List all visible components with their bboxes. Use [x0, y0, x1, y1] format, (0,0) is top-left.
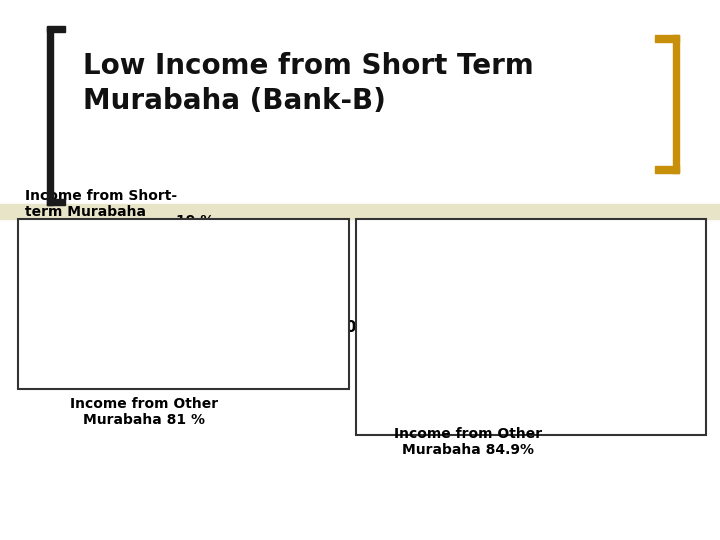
Text: Income from Short-
term Murabaha: Income from Short- term Murabaha	[25, 188, 177, 219]
Text: Income from
Short-term
Murabaha: Income from Short-term Murabaha	[552, 235, 651, 282]
Text: 19 %: 19 %	[176, 213, 214, 227]
Text: 2002: 2002	[59, 289, 102, 305]
Text: Low Income from Short Term
Murabaha (Bank-B): Low Income from Short Term Murabaha (Ban…	[83, 52, 534, 115]
Wedge shape	[413, 313, 486, 379]
Text: Income from Other
Murabaha 81 %: Income from Other Murabaha 81 %	[70, 397, 218, 427]
Text: Income from Other
Murabaha 84.9%: Income from Other Murabaha 84.9%	[394, 427, 542, 457]
Wedge shape	[131, 237, 199, 302]
Wedge shape	[420, 261, 563, 408]
Wedge shape	[134, 235, 270, 372]
Text: 2004: 2004	[336, 320, 378, 335]
Text: 15.1 %: 15.1 %	[552, 289, 606, 303]
